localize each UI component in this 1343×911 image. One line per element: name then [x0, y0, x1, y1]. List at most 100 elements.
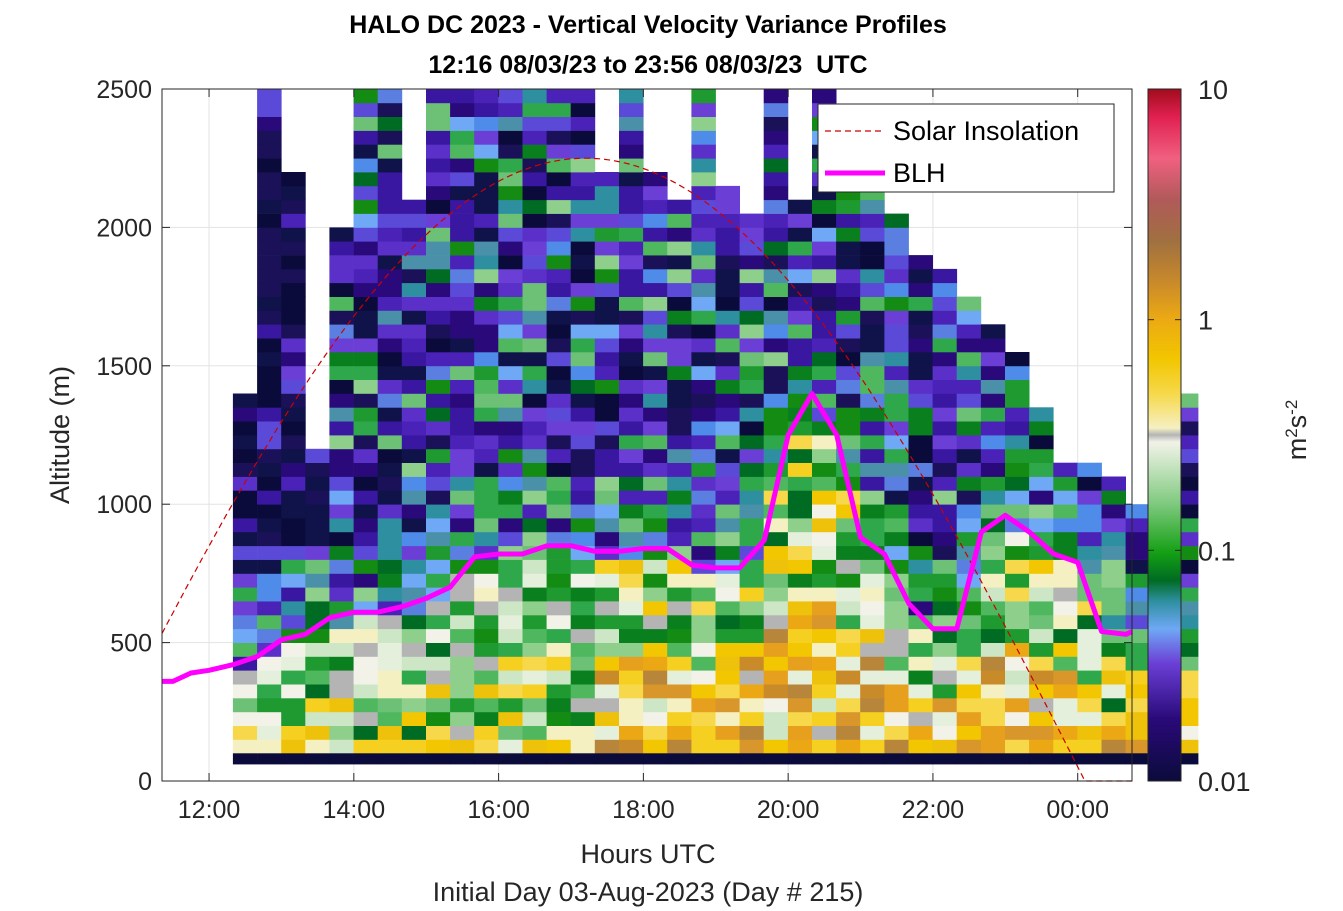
heatmap-cell	[498, 199, 523, 214]
heatmap-cell	[619, 213, 644, 228]
heatmap-cell	[836, 601, 861, 616]
heatmap-cell	[860, 476, 885, 491]
heatmap-cell	[619, 352, 644, 367]
heatmap-cell	[450, 130, 475, 145]
heatmap-cell	[956, 296, 982, 311]
heatmap-cell	[715, 476, 740, 491]
y-tick-label: 1500	[96, 353, 152, 381]
heatmap-cell	[932, 628, 958, 643]
heatmap-cell	[594, 407, 620, 422]
heatmap-cell	[715, 282, 740, 297]
heatmap-cell	[281, 352, 306, 367]
heatmap-cell	[257, 601, 282, 616]
heatmap-cell	[643, 601, 668, 616]
heatmap-cell	[546, 601, 572, 616]
heatmap-cell	[232, 684, 258, 699]
heatmap-cell	[377, 241, 403, 256]
heatmap-cell	[329, 407, 354, 422]
heatmap-cell	[643, 518, 668, 533]
heatmap-cell	[1005, 628, 1030, 643]
heatmap-cell	[426, 739, 451, 754]
heatmap-cell	[860, 490, 885, 505]
heatmap-cell	[377, 739, 403, 754]
heatmap-cell	[739, 462, 765, 477]
heatmap-cell	[1005, 545, 1030, 560]
heatmap-cell	[619, 614, 644, 630]
heatmap-cell	[619, 324, 644, 339]
heatmap-cell	[426, 158, 451, 173]
heatmap-cell	[812, 310, 837, 325]
heatmap-cell	[546, 296, 572, 311]
heatmap-cell	[812, 324, 837, 339]
heatmap-cell	[619, 656, 644, 671]
heatmap-cell	[353, 144, 379, 159]
heatmap-cell	[401, 698, 427, 713]
heatmap-cell	[450, 435, 475, 450]
heatmap-cell	[450, 255, 475, 270]
heatmap-cell	[1077, 684, 1102, 699]
heatmap-cell	[908, 255, 933, 270]
heatmap-cell	[715, 213, 740, 228]
heatmap-cell	[377, 698, 403, 713]
heatmap-cell	[401, 393, 427, 408]
heatmap-cell	[1077, 725, 1102, 740]
heatmap-cell	[594, 393, 620, 408]
heatmap-cell	[498, 116, 523, 131]
heatmap-cell	[787, 255, 813, 270]
heatmap-cell	[643, 628, 668, 643]
heatmap-cell	[1005, 476, 1030, 491]
heatmap-cell	[715, 642, 740, 657]
heatmap-cell	[739, 282, 765, 297]
heatmap-cell	[474, 698, 499, 713]
heatmap-cell	[401, 490, 427, 505]
colorbar-tick-label: 0.1	[1198, 536, 1236, 566]
heatmap-cell	[281, 421, 306, 436]
heatmap-cell	[1029, 628, 1054, 643]
heatmap-cell	[619, 711, 644, 726]
heatmap-cell	[353, 407, 379, 422]
heatmap-cell	[836, 282, 861, 297]
heatmap-cell	[426, 227, 451, 242]
heatmap-cell	[956, 352, 982, 367]
heatmap-cell	[667, 435, 692, 450]
heatmap-cell	[932, 365, 958, 380]
heatmap-cell	[715, 296, 740, 311]
heatmap-cell	[932, 448, 958, 463]
heatmap-cell	[257, 698, 282, 713]
heatmap-cell	[667, 642, 692, 657]
heatmap-cell	[353, 199, 379, 214]
heatmap-cell	[450, 739, 475, 754]
heatmap-cell	[353, 89, 379, 104]
heatmap-cell	[401, 573, 427, 588]
heatmap-cell	[884, 518, 909, 533]
heatmap-cell	[546, 573, 572, 588]
heatmap-cell	[401, 559, 427, 574]
heatmap-cell	[619, 227, 644, 242]
heatmap-cell	[715, 227, 740, 242]
heatmap-cell	[932, 698, 958, 713]
heatmap-cell	[1101, 684, 1126, 699]
heatmap-cell	[836, 684, 861, 699]
heatmap-cell	[305, 725, 330, 740]
heatmap-cell	[522, 573, 547, 588]
heatmap-cell	[257, 614, 282, 630]
heatmap-cell	[643, 476, 668, 491]
heatmap-cell	[1029, 711, 1054, 726]
heatmap-cell	[377, 393, 403, 408]
heatmap-cell	[377, 725, 403, 740]
heatmap-cell	[329, 490, 354, 505]
heatmap-cell	[546, 462, 572, 477]
heatmap-cell	[667, 504, 692, 519]
heatmap-cell	[667, 656, 692, 671]
heatmap-cell	[619, 739, 644, 754]
heatmap-cell	[956, 656, 982, 671]
heatmap-cell	[570, 518, 596, 533]
heatmap-cell	[1005, 711, 1030, 726]
heatmap-cell	[932, 352, 958, 367]
heatmap-cell	[812, 213, 837, 228]
heatmap-cell	[884, 435, 909, 450]
x-tick-label: 12:00	[178, 796, 241, 824]
heatmap-cell	[257, 352, 282, 367]
heatmap-cell	[836, 379, 861, 394]
heatmap-cell	[643, 531, 668, 547]
